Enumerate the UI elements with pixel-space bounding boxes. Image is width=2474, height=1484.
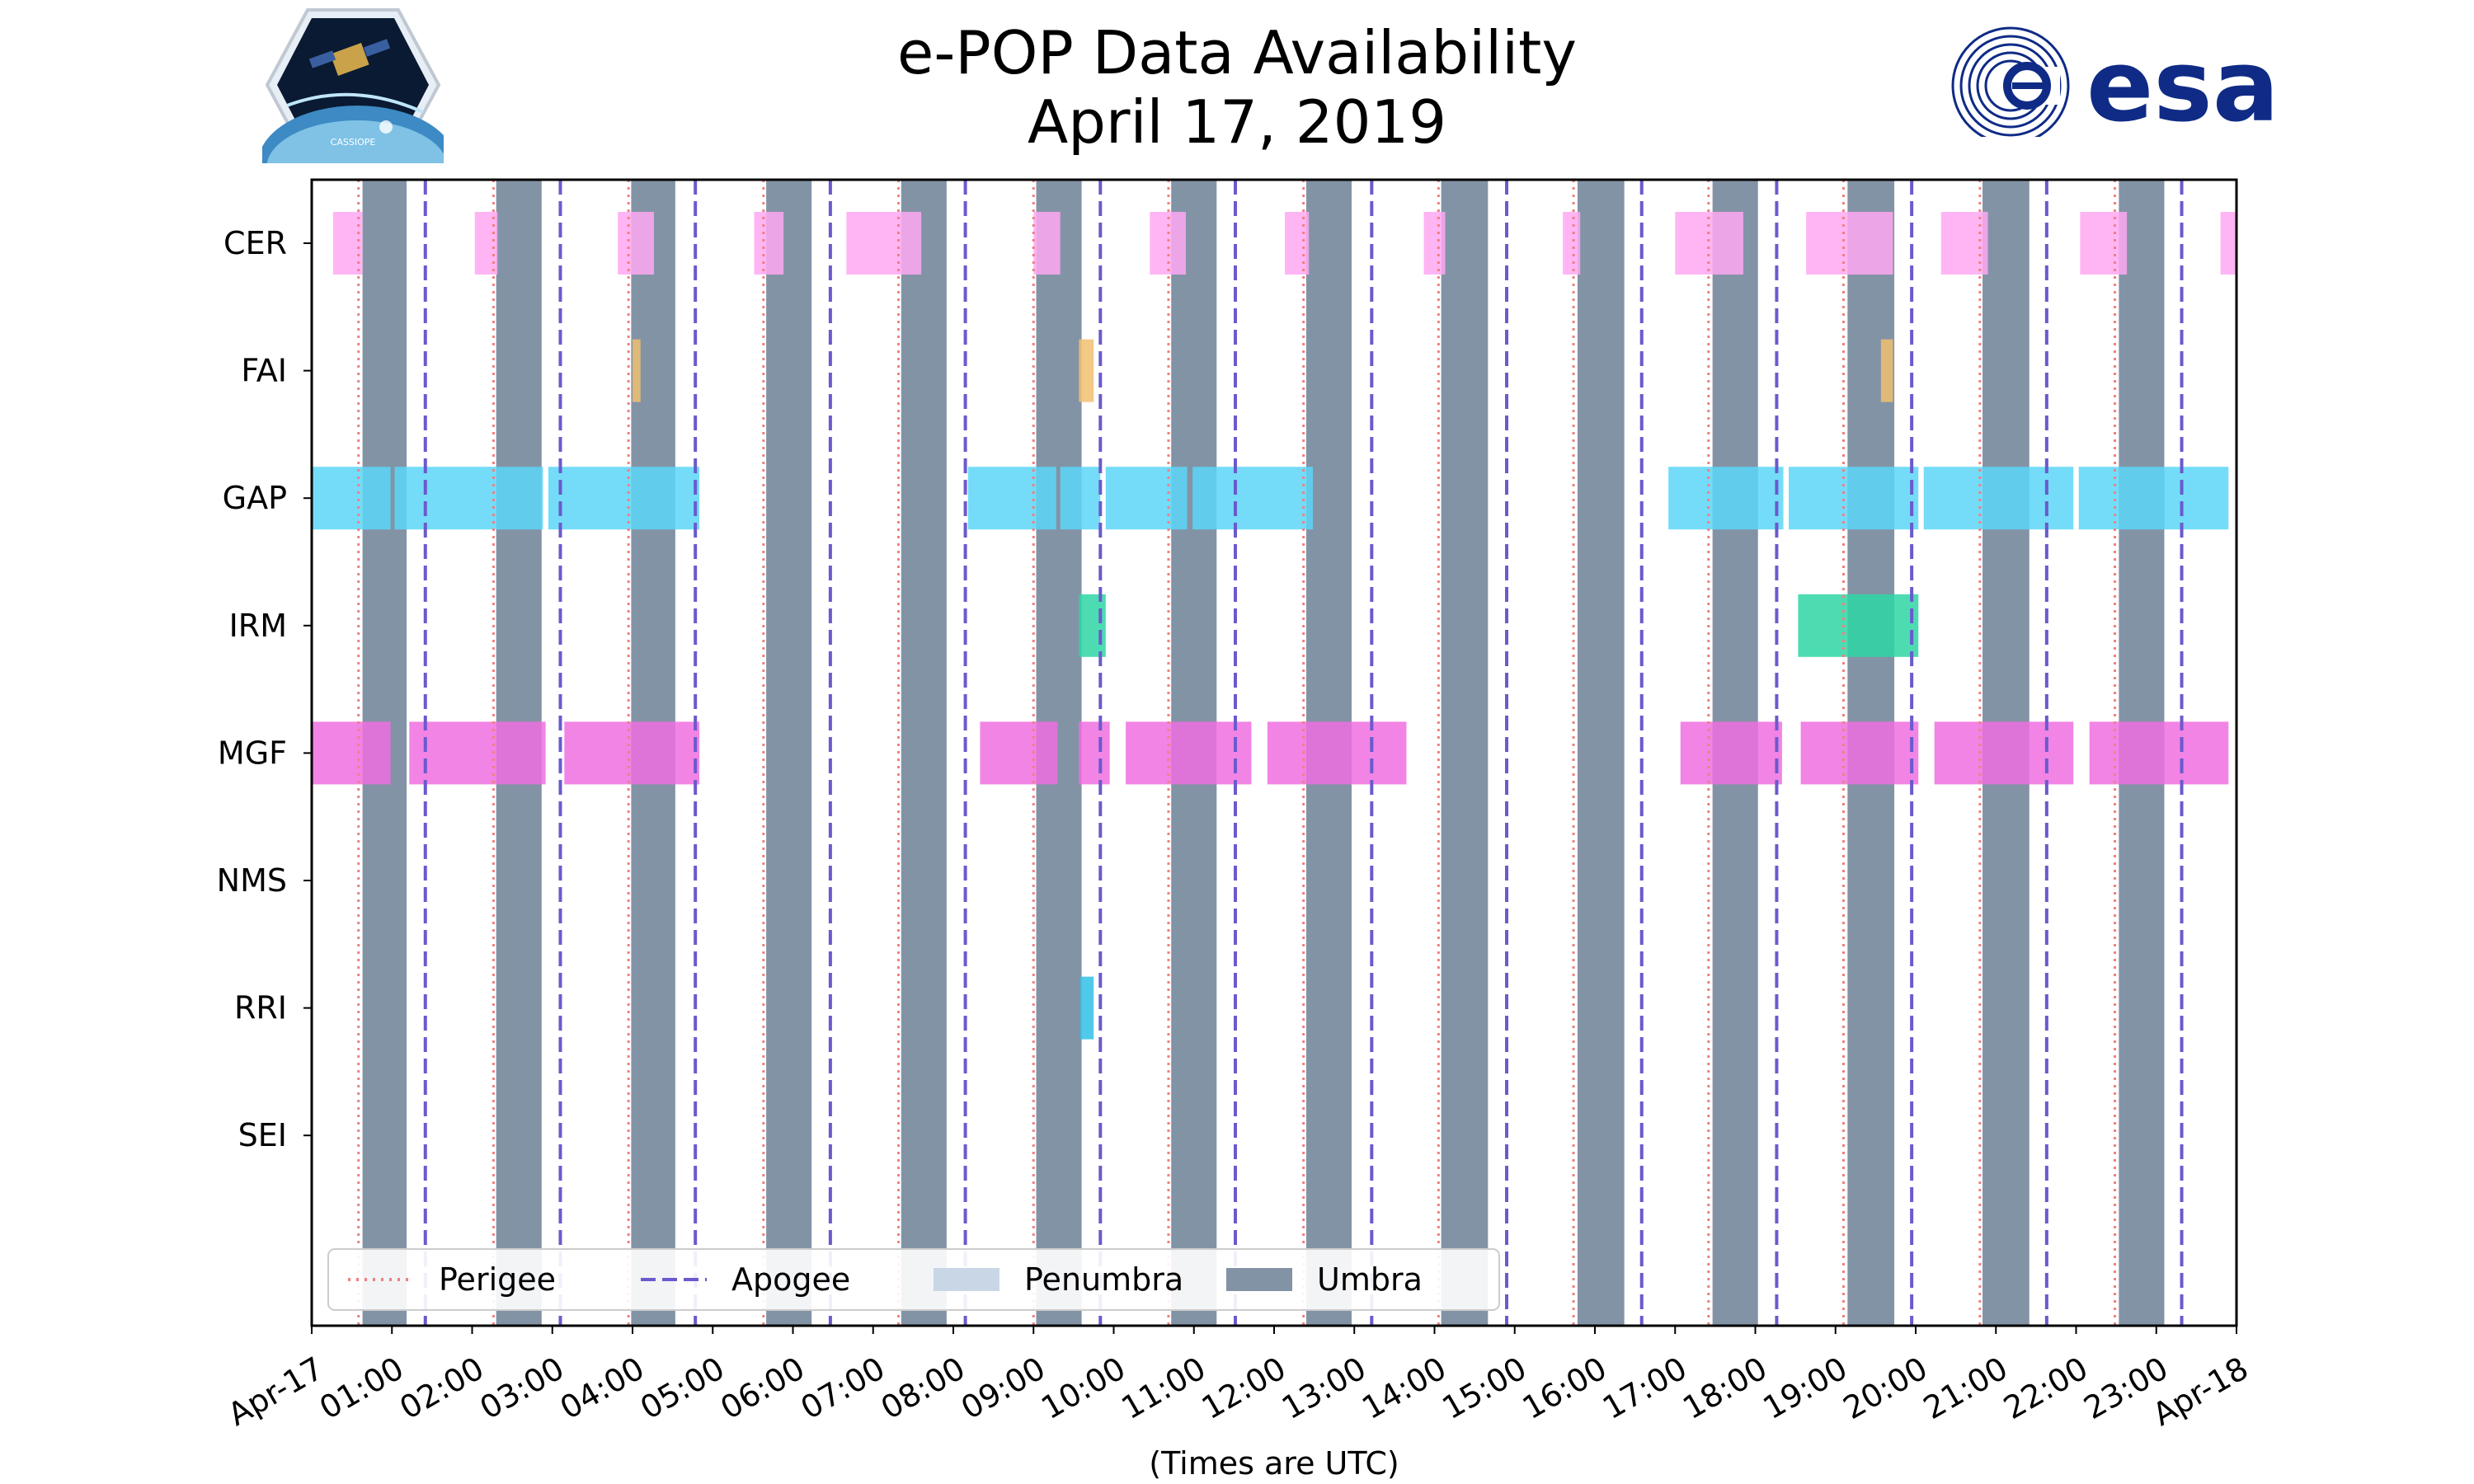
gap-segment-3 <box>967 467 1056 530</box>
x-tick-label-10: 10:00 <box>1035 1350 1131 1426</box>
gap-segment-9 <box>1923 467 2074 530</box>
x-tick-label-16: 16:00 <box>1517 1350 1613 1426</box>
cer-segment-13 <box>2080 212 2128 275</box>
x-tick-label-17: 17:00 <box>1597 1350 1693 1426</box>
gap-segment-4 <box>1060 467 1101 530</box>
chart-title: e-POP Data Availability April 17, 2019 <box>0 18 2474 157</box>
fai-segment-0 <box>633 339 641 402</box>
cassiope-label: CASSIOPE <box>331 137 376 148</box>
x-tick-label-8: 08:00 <box>875 1350 971 1426</box>
legend-label-perigee: Perigee <box>439 1261 556 1298</box>
mgf-segment-3 <box>980 721 1058 785</box>
cer-segment-12 <box>1940 212 1988 275</box>
x-tick-label-7: 07:00 <box>795 1350 891 1426</box>
irm-segment-0 <box>1079 594 1106 657</box>
cer-segment-8 <box>1423 212 1446 275</box>
cer-segment-4 <box>846 212 922 275</box>
mgf-segment-7 <box>1680 721 1782 785</box>
legend-swatch-penumbra <box>934 1268 999 1291</box>
y-tick-label-rri: RRI <box>234 990 287 1026</box>
x-tick-label-4: 04:00 <box>554 1350 651 1426</box>
x-tick-label-3: 03:00 <box>474 1350 571 1426</box>
y-tick-label-nms: NMS <box>217 862 287 899</box>
mgf-segment-8 <box>1800 721 1919 785</box>
y-tick-label-gap: GAP <box>223 480 287 516</box>
gap-segment-1 <box>394 467 543 530</box>
segments-layer <box>312 212 2236 1040</box>
x-tick-label-15: 15:00 <box>1437 1350 1533 1426</box>
legend-swatch-umbra <box>1226 1268 1292 1291</box>
irm-segment-1 <box>1798 594 1919 657</box>
umbra-band-3 <box>766 180 812 1326</box>
cer-segment-2 <box>618 212 654 275</box>
cer-segment-11 <box>1806 212 1893 275</box>
cer-segment-7 <box>1284 212 1310 275</box>
mgf-segment-6 <box>1267 721 1407 785</box>
chart-title-line2: April 17, 2019 <box>1027 87 1447 157</box>
x-tick-label-18: 18:00 <box>1677 1350 1773 1426</box>
mgf-segment-5 <box>1126 721 1252 785</box>
mgf-segment-2 <box>564 721 700 785</box>
mgf-segment-1 <box>409 721 546 785</box>
orbit-lines-layer <box>357 180 2184 1326</box>
cer-segment-1 <box>474 212 498 275</box>
x-tick-label-22: 22:00 <box>1997 1350 2094 1426</box>
fai-segment-1 <box>1079 339 1094 402</box>
legend-label-apogee: Apogee <box>731 1261 850 1298</box>
cer-segment-14 <box>2220 212 2236 275</box>
cer-segment-5 <box>1033 212 1061 275</box>
x-tick-label-11: 11:00 <box>1116 1350 1212 1426</box>
rri-segment-0 <box>1079 976 1094 1040</box>
x-tick-label-12: 12:00 <box>1196 1350 1292 1426</box>
y-tick-label-cer: CER <box>223 225 287 261</box>
gap-segment-0 <box>312 467 391 530</box>
x-tick-label-9: 09:00 <box>955 1350 1051 1426</box>
x-tick-label-13: 13:00 <box>1276 1350 1372 1426</box>
legend: Perigee Apogee Penumbra Umbra <box>327 1248 1500 1311</box>
fai-segment-2 <box>1880 339 1893 402</box>
umbra-band-9 <box>1577 180 1625 1326</box>
mgf-segment-4 <box>1079 721 1110 785</box>
gap-segment-8 <box>1789 467 1919 530</box>
legend-label-umbra: Umbra <box>1317 1261 1423 1298</box>
x-tick-label-2: 02:00 <box>393 1350 490 1426</box>
x-tick-label-14: 14:00 <box>1356 1350 1452 1426</box>
esa-wordmark: esa <box>2086 30 2279 137</box>
gap-segment-6 <box>1192 467 1314 530</box>
y-tick-label-fai: FAI <box>241 353 287 389</box>
gap-segment-5 <box>1105 467 1188 530</box>
gap-segment-7 <box>1668 467 1784 530</box>
cer-segment-6 <box>1150 212 1187 275</box>
legend-label-penumbra: Penumbra <box>1024 1261 1183 1298</box>
cer-segment-3 <box>754 212 784 275</box>
x-tick-label-21: 21:00 <box>1917 1350 2014 1426</box>
umbra-band-4 <box>901 180 947 1326</box>
x-axis-label: (Times are UTC) <box>1149 1445 1399 1482</box>
y-tick-label-sei: SEI <box>238 1117 287 1153</box>
mgf-segment-9 <box>1934 721 2074 785</box>
x-tick-label-5: 05:00 <box>634 1350 731 1426</box>
y-tick-label-irm: IRM <box>229 608 287 644</box>
x-tick-label-19: 19:00 <box>1757 1350 1854 1426</box>
cer-segment-9 <box>1563 212 1581 275</box>
x-tick-label-20: 20:00 <box>1837 1350 1934 1426</box>
cer-segment-0 <box>332 212 363 275</box>
legend-box <box>327 1248 1500 1311</box>
x-tick-label-6: 06:00 <box>714 1350 811 1426</box>
gap-segment-2 <box>548 467 700 530</box>
y-tick-label-mgf: MGF <box>218 735 287 771</box>
umbra-band-8 <box>1441 180 1489 1326</box>
mgf-segment-10 <box>2089 721 2229 785</box>
mgf-segment-0 <box>312 721 391 785</box>
x-tick-label-0: Apr-17 <box>222 1350 330 1433</box>
gap-segment-10 <box>2078 467 2229 530</box>
chart-title-line1: e-POP Data Availability <box>897 18 1577 87</box>
x-tick-label-1: 01:00 <box>313 1350 410 1426</box>
cer-segment-10 <box>1675 212 1743 275</box>
